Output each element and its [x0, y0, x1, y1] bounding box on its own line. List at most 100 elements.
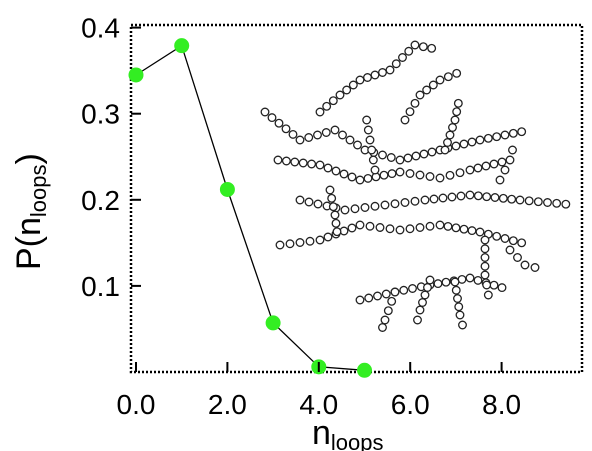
y-tick-label: 0.4 — [81, 13, 120, 44]
polymer-bead — [387, 296, 397, 306]
polymer-bead — [507, 194, 517, 204]
polymer-bead — [425, 221, 435, 231]
polymer-bead — [363, 173, 373, 183]
polymer-bead — [415, 90, 425, 100]
x-axis-title: nloops — [312, 414, 384, 451]
polymer-bead — [508, 128, 518, 138]
y-tick-label: 0.2 — [81, 185, 120, 216]
polymer-bead — [418, 298, 427, 307]
polymer-bead — [338, 130, 347, 140]
polymer-bead — [260, 107, 270, 117]
polymer-bead — [543, 198, 552, 207]
polymer-bead — [378, 68, 387, 77]
polymer-bead — [441, 277, 451, 287]
polymer-bead — [451, 285, 461, 295]
polymer-bead — [399, 285, 409, 295]
polymer-bead — [435, 75, 445, 85]
polymer-bead — [315, 160, 325, 170]
polymer-bead — [520, 260, 530, 270]
polymer-bead — [561, 199, 571, 209]
polymer-bead — [419, 149, 429, 159]
polymer-bead — [452, 68, 462, 78]
polymer-bead — [456, 191, 466, 201]
polymer-bead — [403, 153, 413, 163]
polymer-bead — [473, 163, 483, 173]
polymer-bead — [290, 157, 300, 167]
polymer-bead — [489, 159, 499, 169]
polymer-bead — [339, 169, 349, 179]
polymer-bead — [353, 140, 362, 150]
polymer-bead — [448, 123, 457, 132]
polymer-bead — [385, 224, 395, 234]
polymer-bead — [445, 170, 455, 180]
polymer-bead — [375, 223, 385, 232]
polymer-bead — [500, 234, 510, 243]
polymer-bead — [508, 236, 518, 246]
polymer-bead — [483, 133, 493, 143]
polymer-bead — [355, 75, 365, 85]
series-line — [135, 44, 365, 371]
x-tick-label: 4.0 — [299, 389, 338, 420]
polymer-bead — [422, 85, 432, 95]
polymer-bead — [445, 130, 455, 140]
polymer-bead — [480, 270, 490, 280]
polymer-bead — [453, 294, 462, 303]
data-point — [128, 67, 144, 83]
polymer-bead — [383, 306, 393, 316]
polymer-bead — [360, 203, 370, 212]
polymer-bead — [530, 263, 540, 272]
polymer-bead — [380, 200, 390, 210]
polymer-bead — [315, 107, 325, 117]
polymer-bead — [307, 159, 317, 169]
polymer-bead — [450, 277, 460, 287]
polymer-bead — [331, 218, 341, 228]
polymer-bead — [408, 284, 417, 293]
plot-frame — [129, 23, 584, 374]
polymer-bead — [404, 46, 414, 56]
polymer-bead — [380, 315, 390, 325]
x-tick-label: 8.0 — [482, 389, 521, 420]
polymer-bead — [305, 236, 315, 246]
polymer-bead — [362, 115, 372, 125]
polymer-bead — [348, 80, 358, 90]
polymer-bead — [480, 235, 490, 245]
polymer-bead — [355, 295, 365, 305]
polymer-bead — [340, 205, 350, 215]
polymer-bead — [390, 287, 400, 297]
polymer-bead — [435, 220, 445, 230]
polymer-bead — [385, 65, 395, 75]
polymer-bead — [420, 195, 430, 205]
polymer-bead — [452, 107, 462, 117]
polymer-bead — [281, 124, 291, 134]
polymer-bead — [368, 155, 378, 165]
polymer-bead — [552, 198, 562, 208]
polymer-bead — [405, 169, 415, 178]
polymer-bead — [273, 155, 283, 165]
y-tick-label: 0.1 — [81, 271, 120, 302]
polymer-bead — [497, 283, 507, 293]
polymer-bead — [480, 244, 490, 254]
polymer-bead — [345, 135, 355, 145]
polymer-bead — [458, 320, 467, 330]
polymer-bead — [285, 239, 295, 249]
polymer-bead — [443, 138, 452, 147]
polymer-bead — [505, 155, 515, 165]
polymer-bead — [386, 153, 396, 162]
data-point — [219, 181, 235, 197]
polymer-bead — [427, 147, 437, 157]
polymer-bead — [304, 133, 314, 142]
polymer-bead — [331, 166, 341, 176]
data-markers — [128, 38, 372, 378]
polymer-bead — [335, 90, 345, 100]
polymer-bead — [443, 221, 453, 231]
polymer-bead — [433, 279, 443, 289]
polymer-bead — [328, 96, 338, 106]
x-tick-label: 0.0 — [117, 389, 156, 420]
polymer-bead — [370, 201, 380, 211]
polymer-bead — [275, 240, 285, 250]
polymer-bead — [415, 170, 425, 180]
polymer-bead — [313, 199, 323, 209]
polymer-bead — [498, 193, 508, 203]
x-tick-label: 6.0 — [391, 389, 430, 420]
polymer-bead — [295, 238, 305, 247]
